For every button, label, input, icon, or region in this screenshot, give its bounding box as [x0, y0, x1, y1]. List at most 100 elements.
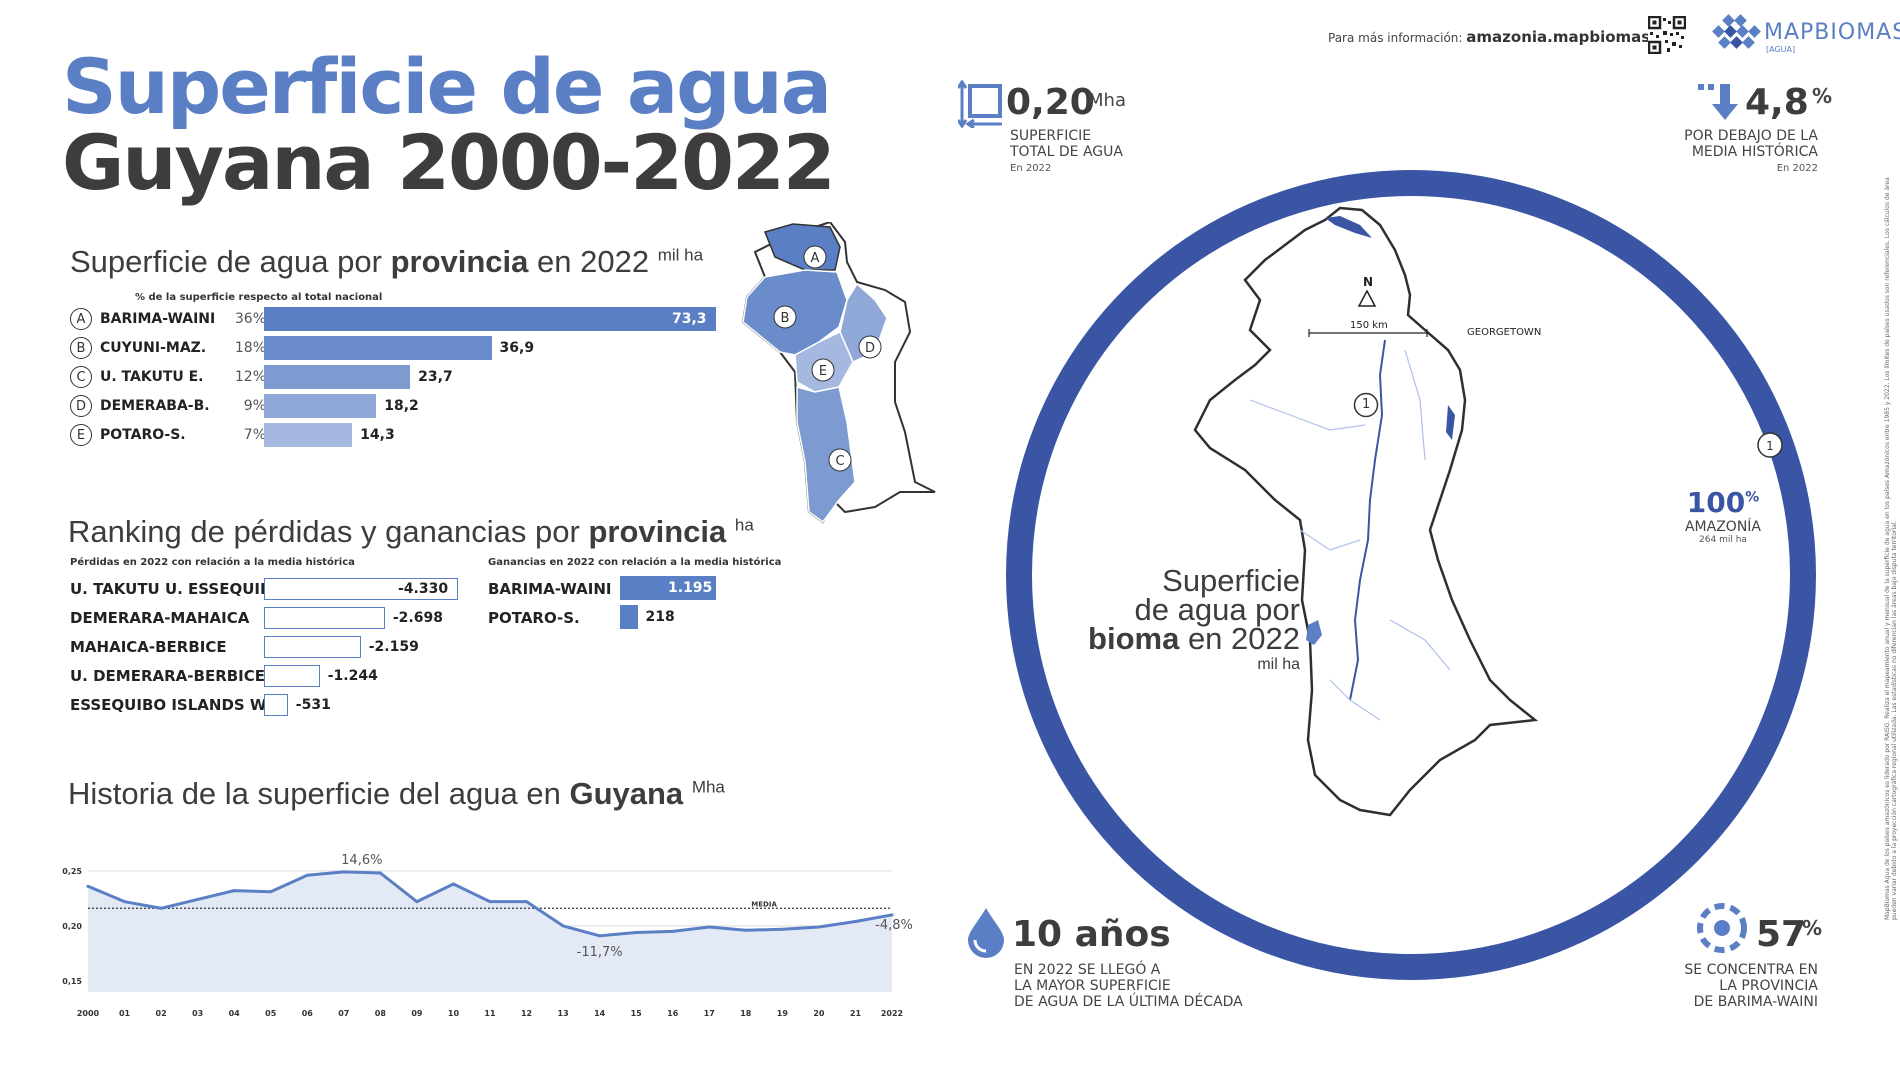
- side-note: MapBiomas Agua de los países amazónicos …: [1884, 160, 1898, 920]
- province-percent: 9%: [243, 398, 266, 414]
- biome-title: Superficie de agua por bioma en 2022 mil…: [1050, 563, 1300, 677]
- loss-bar: [264, 636, 361, 658]
- province-percent: 12%: [234, 369, 266, 385]
- section1-title-post: en 2022: [528, 244, 650, 279]
- data-point: [232, 889, 236, 893]
- biome-title1: Superficie: [1162, 563, 1300, 598]
- province-value: 14,3: [360, 427, 395, 443]
- biome-unit: mil ha: [1257, 656, 1300, 673]
- province-letter: C: [70, 366, 92, 388]
- y-tick-label: 0,15: [62, 977, 82, 986]
- biome-ring: 1: [1006, 170, 1816, 980]
- x-tick-label: 06: [302, 1009, 314, 1018]
- data-point: [853, 919, 857, 923]
- data-point: [707, 925, 711, 929]
- data-point: [305, 873, 309, 877]
- map-label-c: C: [835, 454, 844, 469]
- water-patch-east: [1446, 405, 1455, 440]
- section2-title: Ranking de pérdidas y ganancias por prov…: [68, 514, 754, 550]
- data-point: [744, 928, 748, 932]
- data-point: [86, 884, 90, 888]
- x-tick-label: 14: [594, 1009, 606, 1018]
- water-patch-south: [1306, 620, 1322, 645]
- down-arrow-icon: [1698, 84, 1738, 120]
- section3-unit: Mha: [691, 777, 725, 797]
- target-ring-icon: [1697, 903, 1747, 953]
- section1-title: Superficie de agua por provincia en 2022…: [70, 244, 703, 280]
- province-percent: 18%: [234, 340, 266, 356]
- biome-pct: 100%: [1668, 486, 1778, 519]
- gain-bar: [620, 576, 716, 600]
- map-label-a: A: [811, 251, 820, 266]
- x-tick-label: 04: [229, 1009, 241, 1018]
- gain-bar: [620, 605, 638, 629]
- x-tick-label: 18: [740, 1009, 752, 1018]
- concentration-value: 57: [1756, 914, 1807, 955]
- decade-label2: LA MAYOR SUPERFICIE: [1014, 978, 1171, 994]
- scale-bar-label: 150 km: [1350, 320, 1388, 331]
- biome-title3: bioma en 2022: [1050, 621, 1300, 656]
- section3-title-bold: Guyana: [569, 776, 684, 811]
- province-bar: [264, 394, 377, 418]
- x-tick-label: 10: [448, 1009, 460, 1018]
- below-media-unit: %: [1812, 84, 1833, 108]
- x-tick-label: 05: [265, 1009, 277, 1018]
- x-tick-label: 15: [631, 1009, 643, 1018]
- below-media-label2: MEDIA HISTÓRICA: [1691, 144, 1818, 160]
- data-point: [415, 900, 419, 904]
- x-tick-label: 03: [192, 1009, 203, 1018]
- biome-title3-bold: bioma: [1088, 621, 1180, 656]
- loss-note: Pérdidas en 2022 con relación a la media…: [70, 557, 355, 568]
- north-arrow-label: N: [1363, 275, 1374, 289]
- page-title-line2: Guyana 2000-2022: [62, 118, 836, 207]
- province-row: E POTARO-S. 7% 14,3: [70, 422, 750, 448]
- gain-note: Ganancias en 2022 con relación a la medi…: [488, 557, 782, 568]
- province-row: D DEMERABA-B. 9% 18,2: [70, 393, 750, 419]
- province-bar: [264, 423, 353, 447]
- x-tick-label: 01: [119, 1009, 131, 1018]
- concentration-label3: DE BARIMA-WAINI: [1693, 994, 1818, 1010]
- y-tick-label: 0,20: [62, 922, 82, 931]
- data-point: [123, 900, 127, 904]
- info-url-link[interactable]: amazonia.mapbiomas.org: [1466, 28, 1685, 46]
- x-tick-label: 13: [558, 1009, 569, 1018]
- data-point: [196, 897, 200, 901]
- province-name: U. TAKUTU E.: [100, 369, 204, 385]
- gain-province-name: POTARO-S.: [488, 609, 580, 627]
- map-label-b: B: [781, 311, 790, 326]
- x-tick-label: 20: [813, 1009, 825, 1018]
- section3-title: Historia de la superficie del agua en Gu…: [68, 776, 725, 812]
- guyana-water-map: [1193, 206, 1539, 817]
- section1-title-bold: provincia: [390, 244, 529, 279]
- data-point: [269, 890, 273, 894]
- data-point: [634, 931, 638, 935]
- province-value: 36,9: [499, 340, 535, 356]
- gain-province-name: BARIMA-WAINI: [488, 580, 612, 598]
- biome-marker: 1: [1766, 439, 1774, 453]
- total-water-year: En 2022: [1010, 163, 1052, 174]
- province-value: 23,7: [418, 369, 453, 385]
- x-tick-label: 2000: [77, 1009, 100, 1018]
- province-name: DEMERABA-B.: [100, 398, 210, 414]
- biome-title2: de agua por: [1134, 592, 1300, 627]
- province-row: C U. TAKUTU E. 12% 23,7: [70, 364, 750, 390]
- section1-unit: mil ha: [657, 245, 704, 265]
- loss-value: -2.698: [392, 610, 443, 626]
- gain-value: 1.195: [668, 580, 713, 596]
- data-point: [488, 900, 492, 904]
- province-bar: [264, 336, 492, 360]
- province-map: A B D E C: [741, 222, 936, 524]
- section1-title-pre: Superficie de agua por: [70, 244, 391, 279]
- gain-value: 218: [645, 609, 675, 625]
- map-region-c: [796, 386, 856, 524]
- area-fill: [88, 871, 892, 992]
- province-bar: [264, 365, 411, 389]
- x-tick-label: 12: [521, 1009, 532, 1018]
- loss-province-name: U. TAKUTU U. ESSEQUIBO: [70, 580, 285, 598]
- province-value: 73,3: [672, 311, 707, 327]
- concentration-label1: SE CONCENTRA EN: [1684, 962, 1818, 978]
- water-drop-icon: [968, 908, 1004, 958]
- total-water-label2: TOTAL DE AGUA: [1010, 144, 1123, 160]
- north-arrow-icon: [1357, 290, 1377, 307]
- side-note-text: MapBiomas Agua de los países amazónicos …: [1884, 177, 1898, 920]
